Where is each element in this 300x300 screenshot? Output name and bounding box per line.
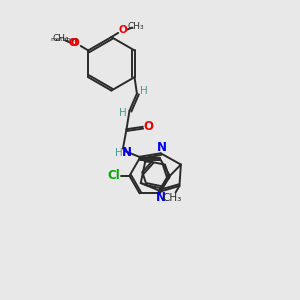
Text: O: O (70, 38, 79, 48)
Text: CH₃: CH₃ (52, 34, 69, 43)
Text: O: O (143, 120, 153, 133)
Text: O: O (119, 25, 128, 34)
Text: O: O (68, 38, 77, 48)
Text: Cl: Cl (108, 169, 120, 182)
Text: N: N (122, 146, 131, 159)
Text: N: N (157, 141, 167, 154)
Text: CH₃: CH₃ (162, 194, 182, 203)
Text: CH₃: CH₃ (128, 22, 144, 31)
Text: H: H (119, 108, 127, 118)
Text: H: H (115, 148, 122, 158)
Text: methoxy: methoxy (51, 37, 78, 42)
Text: N: N (155, 191, 165, 204)
Text: H: H (140, 86, 147, 96)
